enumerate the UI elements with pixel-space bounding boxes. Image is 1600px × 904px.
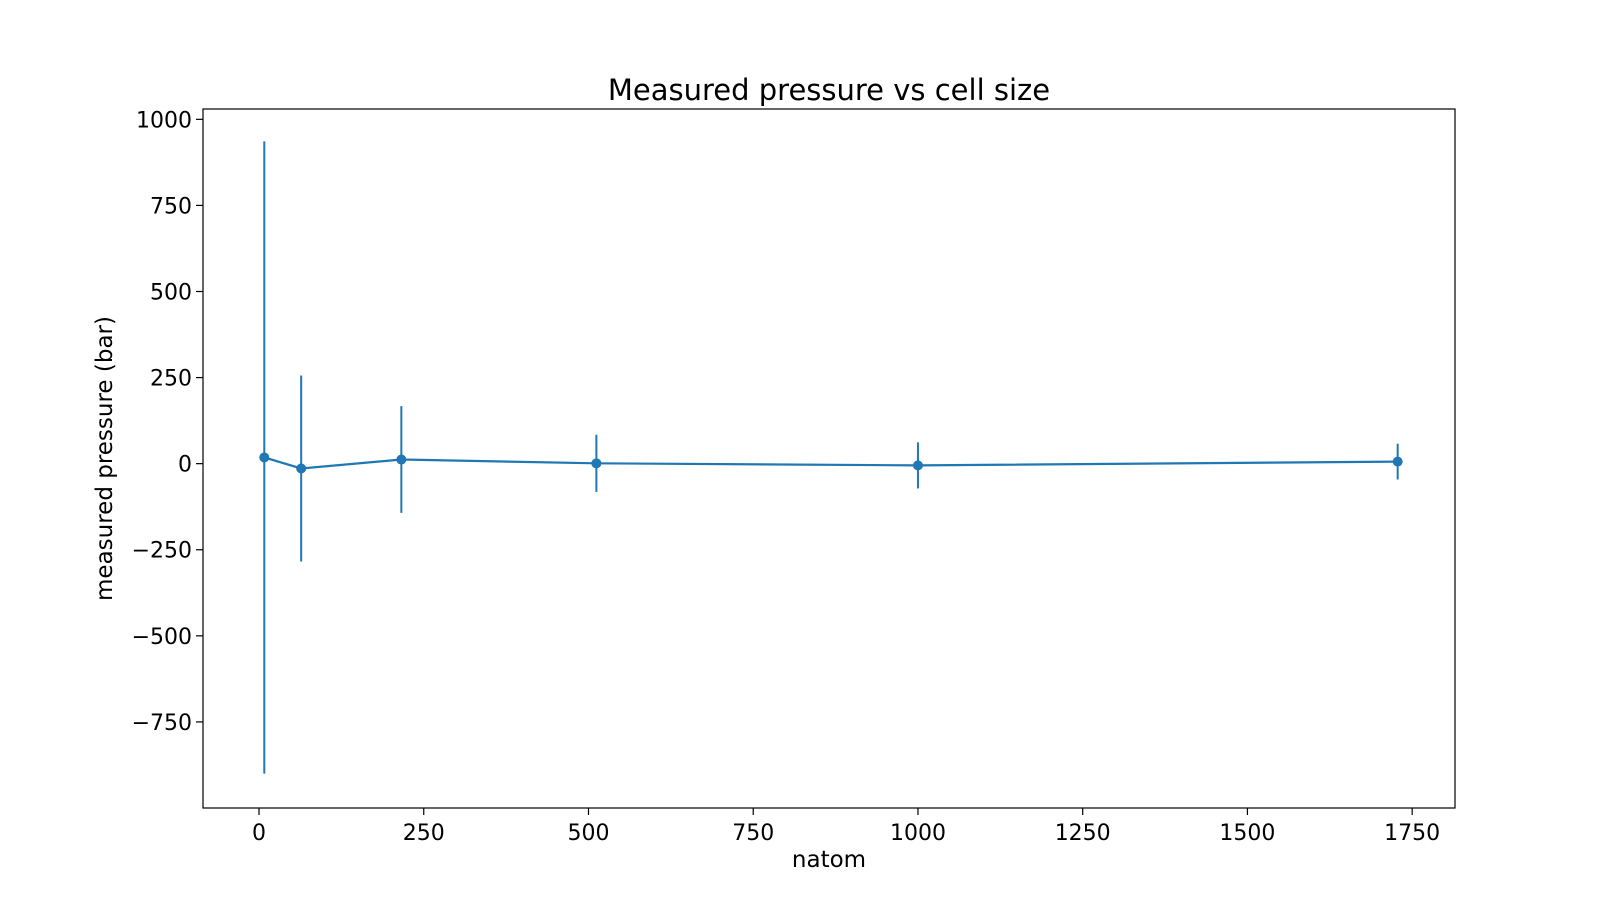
y-axis-label: measured pressure (bar) <box>92 316 118 601</box>
y-tick-label: −750 <box>132 711 192 736</box>
plot-area: 0 250 500 750 1000 1250 1500 1750 1000 750 500 250 0… <box>132 108 1456 846</box>
y-tick-label: −250 <box>132 539 192 564</box>
x-tick-label: 250 <box>403 821 445 846</box>
x-tick-label: 1500 <box>1219 821 1275 846</box>
x-tick-label: 1250 <box>1055 821 1111 846</box>
x-tick-label: 1000 <box>890 821 946 846</box>
x-tick-label: 1750 <box>1384 821 1440 846</box>
data-point <box>912 460 923 471</box>
y-tick-label: 0 <box>178 453 192 478</box>
data-point <box>396 454 407 465</box>
data-point <box>591 458 602 469</box>
x-tick-label: 750 <box>732 821 774 846</box>
y-tick-label: −500 <box>132 625 192 650</box>
plot-frame <box>202 108 1456 809</box>
series-line <box>263 456 1398 470</box>
data-point <box>259 452 270 463</box>
x-tick-label: 0 <box>252 821 266 846</box>
x-tick-label: 500 <box>567 821 609 846</box>
data-point <box>1392 456 1403 467</box>
x-axis-label: natom <box>792 847 866 873</box>
chart-title: Measured pressure vs cell size <box>608 73 1050 107</box>
y-tick-label: 1000 <box>136 108 192 133</box>
y-tick-label: 750 <box>150 194 192 219</box>
y-tick-label: 250 <box>150 367 192 392</box>
y-tick-label: 500 <box>150 280 192 305</box>
data-point <box>296 463 307 474</box>
